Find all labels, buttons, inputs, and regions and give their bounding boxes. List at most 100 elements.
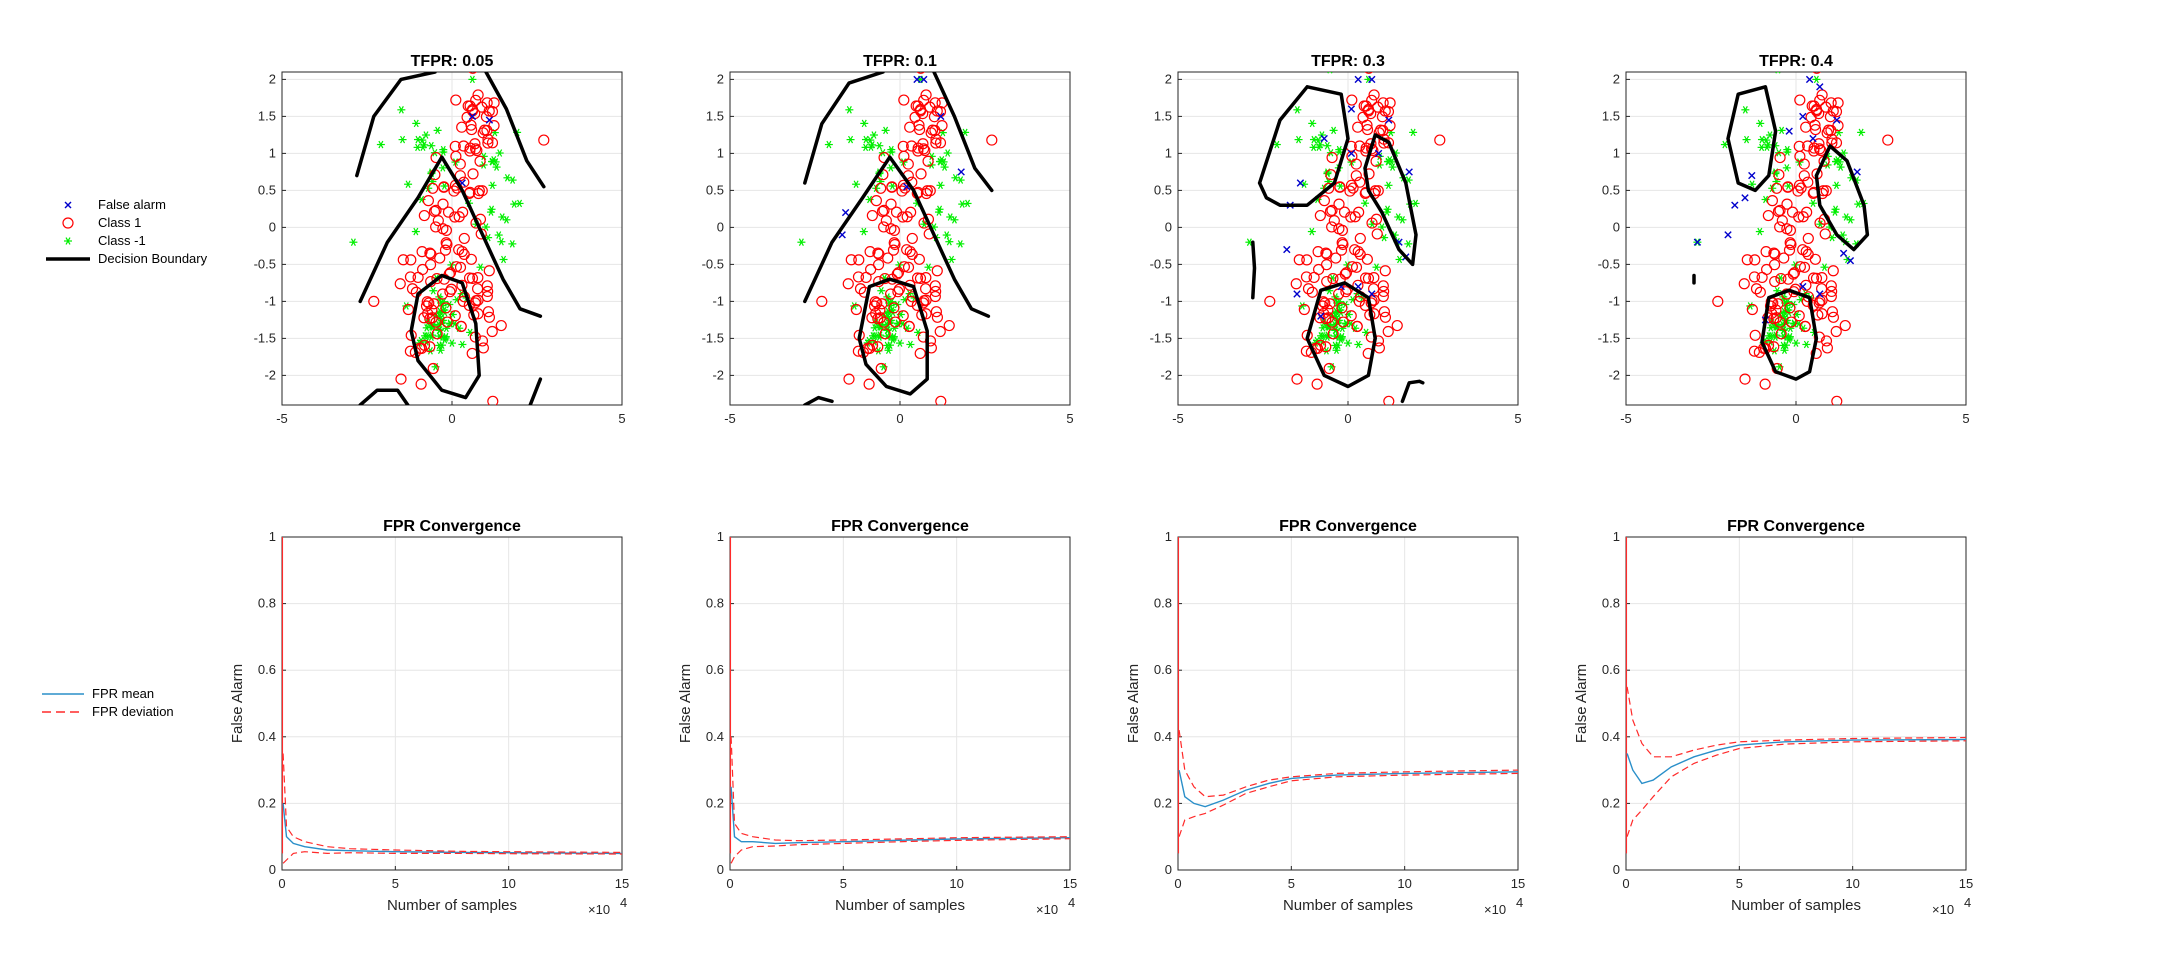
class-1-point xyxy=(920,89,932,101)
y-tick-label: 0 xyxy=(1165,219,1172,234)
class-neg1-point xyxy=(447,339,456,347)
y-tick-label: 2 xyxy=(1165,71,1172,86)
class-neg1-point xyxy=(1766,332,1775,340)
y-tick-label: -1.5 xyxy=(254,330,276,345)
x-tick-label: -5 xyxy=(1620,411,1632,426)
class-1-point xyxy=(929,97,941,109)
false-alarm-point xyxy=(1724,231,1732,239)
legend-label: FPR deviation xyxy=(92,704,174,719)
class-1-point xyxy=(1347,182,1359,194)
x-tick-label: 0 xyxy=(1174,876,1181,891)
class-1-point xyxy=(467,168,479,180)
class-1-point xyxy=(1377,97,1389,109)
class-1-point xyxy=(455,320,467,332)
class-1-point xyxy=(418,312,430,324)
class-1-point xyxy=(1756,271,1768,284)
class-neg1-point xyxy=(1857,128,1866,137)
x-tick-label: -5 xyxy=(1172,411,1184,426)
class-neg1-point xyxy=(1308,119,1317,128)
decision-boundary xyxy=(803,395,834,405)
class-1-point xyxy=(888,224,901,236)
class-1-point xyxy=(1350,170,1362,182)
marks-layer xyxy=(349,72,550,405)
class-neg1-point xyxy=(402,302,411,310)
class-neg1-point xyxy=(422,324,431,332)
false-alarm-point xyxy=(1853,168,1861,176)
class-neg1-point xyxy=(495,149,504,157)
x-tick-label: 10 xyxy=(1397,876,1411,891)
class-1-point xyxy=(1334,181,1346,193)
class-1-point xyxy=(471,144,483,157)
class-neg1-point xyxy=(1828,233,1837,242)
class-1-point xyxy=(1809,119,1821,131)
class-1-point xyxy=(1326,221,1338,233)
class-1-point xyxy=(486,106,499,118)
class-1-point xyxy=(869,296,881,308)
class-1-point xyxy=(488,97,500,109)
class-1-point xyxy=(842,278,854,290)
class-1-point xyxy=(1739,373,1751,385)
class-neg1-point xyxy=(1748,180,1757,188)
y-tick-label: -2 xyxy=(712,367,724,382)
class-1-point xyxy=(1772,205,1785,217)
class-neg1-point xyxy=(1383,205,1392,214)
class-1-point xyxy=(397,254,409,266)
class-1-point xyxy=(1302,283,1315,295)
class-1-point xyxy=(418,209,430,222)
class-1-point xyxy=(473,185,485,197)
chart-title: FPR Convergence xyxy=(1727,518,1865,535)
class-neg1-point xyxy=(845,106,854,114)
marks-layer xyxy=(1245,72,1446,405)
false-alarm-point xyxy=(920,75,928,84)
false-alarm-point xyxy=(485,116,494,124)
false-alarm-point xyxy=(1368,75,1376,84)
class-1-point xyxy=(870,195,882,207)
class-1-point xyxy=(924,185,936,197)
class-1-point xyxy=(1786,206,1799,218)
x-axis-label: Number of samples xyxy=(1283,897,1413,914)
y-tick-label: 0.5 xyxy=(258,182,276,197)
class-1-point xyxy=(423,297,435,309)
y-tick-label: 1 xyxy=(1613,529,1620,544)
marks-layer xyxy=(797,72,998,405)
fpr-deviation-line xyxy=(282,753,623,853)
class-1-point xyxy=(482,306,494,318)
class-1-point xyxy=(1749,329,1761,341)
y-tick-label: 0 xyxy=(269,219,276,234)
class-1-point xyxy=(929,280,941,292)
class-1-point xyxy=(481,124,493,137)
x-tick-label: 5 xyxy=(618,411,625,426)
class-1-point xyxy=(426,312,438,324)
class-neg1-point xyxy=(1329,126,1338,135)
class-1-point xyxy=(816,295,828,307)
class-1-point xyxy=(1764,300,1777,312)
class-1-point xyxy=(450,261,462,273)
chart-title: FPR Convergence xyxy=(383,518,521,535)
class-1-point xyxy=(1785,238,1797,251)
x-tick-label: 5 xyxy=(1736,876,1743,891)
class-1-point xyxy=(1298,303,1310,316)
class-neg1-point xyxy=(958,200,967,208)
class-neg1-point xyxy=(1782,341,1791,349)
class-1-point xyxy=(406,283,419,295)
convergence-panel-1: FPR Convergence 0 5 10 15 0 0.2 0.4 0.6 0.8 1 Numbe… xyxy=(229,518,629,917)
y-tick-label: 0.8 xyxy=(1154,596,1172,611)
scatter-panel-2: TFPR: 0.1 -5 0 5 -2 -1.5 -1 -0.5 0 0.5 1 1.5 2 xyxy=(702,53,1074,426)
legend-label: False alarm xyxy=(98,197,166,212)
class-1-point xyxy=(437,198,449,210)
class-1-point xyxy=(876,298,888,310)
class-neg1-point xyxy=(1318,324,1327,332)
class-1-point xyxy=(922,155,934,167)
class-1-point xyxy=(934,137,947,149)
x-axis-label: Number of samples xyxy=(1731,897,1861,914)
class-1-point xyxy=(1746,303,1758,316)
class-1-point xyxy=(1766,195,1778,207)
x-tick-label: 5 xyxy=(1066,411,1073,426)
class-1-point xyxy=(1264,295,1276,307)
y-tick-label: 0 xyxy=(717,862,724,877)
class-1-point xyxy=(456,245,468,258)
class-1-point xyxy=(1759,378,1771,390)
class-neg1-point xyxy=(870,324,879,332)
class-neg1-point xyxy=(824,140,833,149)
class-1-point xyxy=(931,311,944,323)
